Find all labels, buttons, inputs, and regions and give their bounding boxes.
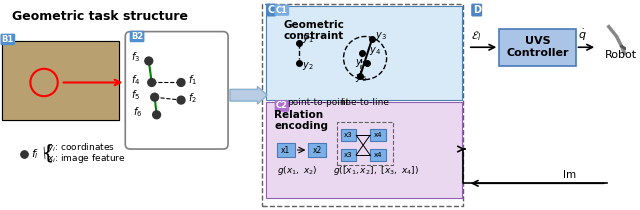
- Circle shape: [148, 79, 156, 86]
- Bar: [468, 4, 627, 206]
- Text: $\dot{q}$: $\dot{q}$: [579, 28, 587, 43]
- Text: point-to-point: point-to-point: [287, 98, 349, 107]
- Bar: [499, 29, 575, 66]
- Text: x3: x3: [344, 152, 353, 158]
- Text: UVS
Controller: UVS Controller: [506, 37, 568, 58]
- FancyBboxPatch shape: [125, 32, 228, 149]
- Circle shape: [153, 111, 161, 119]
- Text: Im: Im: [563, 170, 576, 180]
- Text: Geometric task structure: Geometric task structure: [12, 10, 188, 23]
- Text: $x_i$: image feature: $x_i$: image feature: [47, 152, 125, 165]
- Circle shape: [145, 57, 153, 65]
- Text: $f_3$: $f_3$: [131, 50, 140, 64]
- Text: x3: x3: [344, 132, 353, 138]
- Text: D: D: [473, 5, 481, 15]
- Text: $f_5$: $f_5$: [131, 88, 140, 102]
- Text: $y_1$: $y_1$: [303, 33, 314, 45]
- Text: $y_2$: $y_2$: [303, 60, 314, 72]
- Bar: [266, 102, 462, 198]
- Text: line-to-line: line-to-line: [340, 98, 390, 107]
- Text: $f_i$: $f_i$: [31, 147, 39, 161]
- FancyArrow shape: [230, 86, 268, 104]
- Text: $y_6$: $y_6$: [355, 72, 367, 84]
- Text: Relation
encoding: Relation encoding: [274, 110, 328, 131]
- Bar: [262, 4, 463, 206]
- Bar: [370, 149, 386, 161]
- Text: $f_6$: $f_6$: [132, 105, 142, 119]
- Text: x2: x2: [312, 146, 322, 155]
- Text: C2: C2: [276, 101, 288, 110]
- Circle shape: [177, 79, 185, 86]
- Text: Robot: Robot: [605, 50, 637, 60]
- Bar: [266, 6, 462, 100]
- Text: $y_4$: $y_4$: [369, 45, 381, 57]
- Text: B2: B2: [131, 32, 143, 41]
- Text: {: {: [41, 143, 54, 163]
- Text: $y_i$: coordinates: $y_i$: coordinates: [47, 140, 115, 154]
- Text: Geometric
constraint: Geometric constraint: [284, 20, 345, 41]
- Bar: [340, 149, 356, 161]
- Text: $g([x_1,x_2],\ [x_3,\ x_4])$: $g([x_1,x_2],\ [x_3,\ x_4])$: [333, 164, 419, 177]
- Text: $f_2$: $f_2$: [188, 91, 197, 105]
- Text: $y_5$: $y_5$: [355, 57, 367, 69]
- Text: x4: x4: [374, 132, 382, 138]
- Text: x4: x4: [374, 152, 382, 158]
- Circle shape: [151, 93, 159, 101]
- Text: x1: x1: [281, 146, 291, 155]
- Text: C: C: [268, 5, 275, 15]
- Bar: [308, 143, 326, 157]
- Bar: [2, 41, 120, 120]
- Text: $g(x_1,\ x_2)$: $g(x_1,\ x_2)$: [277, 164, 317, 177]
- Text: B1: B1: [2, 35, 14, 44]
- Text: $y_3$: $y_3$: [375, 30, 387, 42]
- Bar: [2, 41, 120, 120]
- Bar: [340, 130, 356, 141]
- Text: $f_1$: $f_1$: [188, 74, 197, 87]
- Bar: [370, 130, 386, 141]
- Text: C1: C1: [276, 5, 288, 14]
- Text: $\mathcal{E}_l$: $\mathcal{E}_l$: [471, 30, 481, 43]
- Text: $f_4$: $f_4$: [131, 74, 140, 87]
- Circle shape: [177, 96, 185, 104]
- Bar: [277, 143, 294, 157]
- Bar: [337, 122, 394, 165]
